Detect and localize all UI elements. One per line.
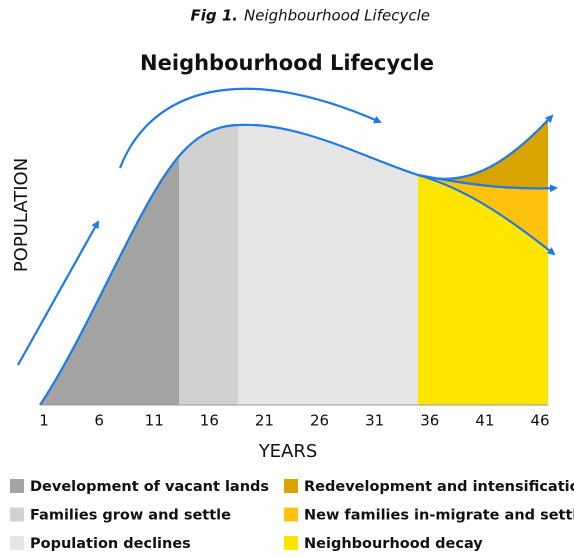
x-tick-label: 26: [310, 412, 329, 430]
legend-label: Families grow and settle: [30, 508, 231, 524]
title: Neighbourhood Lifecycle: [140, 51, 434, 75]
x-tick-label: 36: [420, 412, 439, 430]
legend-swatch: [10, 507, 24, 522]
x-tick-label: 46: [530, 412, 549, 430]
legend-label: Neighbourhood decay: [304, 536, 483, 552]
arrow: [417, 173, 558, 193]
caption-label: Fig 1.: [191, 7, 238, 25]
region: [418, 118, 548, 189]
x-tick-label: 1: [39, 412, 49, 430]
legend-swatch: [10, 479, 24, 493]
x-ticks: 1 6 11 16 21 26 31 36 41 46: [39, 412, 549, 430]
legend-swatch: [284, 507, 298, 522]
legend-swatch: [284, 536, 298, 550]
x-tick-label: 31: [365, 412, 384, 430]
x-tick-label: 21: [255, 412, 274, 430]
legend-label: Population declines: [30, 536, 191, 552]
arrow: [118, 87, 382, 169]
region: [238, 124, 418, 405]
legend-swatch: [284, 479, 298, 493]
x-tick-label: 16: [200, 412, 219, 430]
region: [40, 155, 180, 405]
legend-label: Redevelopment and intensification: [304, 479, 574, 495]
arrow: [17, 220, 99, 366]
region: [418, 175, 548, 405]
curve: [39, 123, 419, 406]
region: [179, 125, 240, 405]
region: [418, 175, 548, 250]
legend-swatch: [10, 536, 24, 550]
arrows: [17, 87, 558, 406]
x-tick-label: 6: [94, 412, 104, 430]
x-tick-label: 41: [475, 412, 494, 430]
legend: Development of vacant lands Families grow…: [10, 479, 574, 552]
legend-label: New families in-migrate and settle: [304, 508, 574, 524]
legend-label: Development of vacant lands: [30, 479, 269, 495]
x-tick-label: 11: [145, 412, 164, 430]
y-label: POPULATION: [11, 158, 32, 272]
x-label: YEARS: [258, 441, 318, 462]
caption-text: Neighbourhood Lifecycle: [244, 7, 430, 25]
arrow: [417, 173, 556, 256]
